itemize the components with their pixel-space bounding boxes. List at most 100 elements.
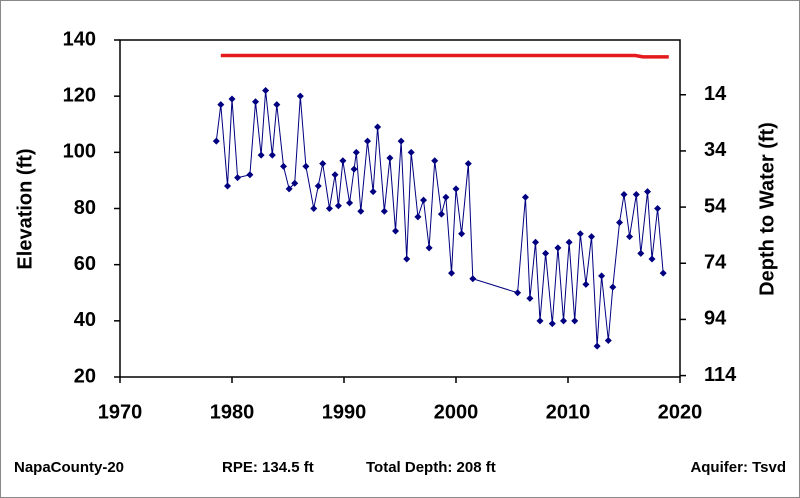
x-tick-label: 1970 [98,401,143,423]
y-tick-label: 100 [63,141,96,163]
marker [532,238,540,246]
marker [357,207,365,215]
y2-tick-label: 34 [704,139,727,161]
marker [246,171,254,179]
marker [469,275,477,283]
marker [452,185,460,193]
x-tick-label: 2000 [434,401,479,423]
marker [262,87,270,95]
marker [407,148,415,156]
marker [420,196,428,204]
marker [637,249,645,257]
marker [414,213,422,221]
marker [654,205,662,212]
marker [280,162,288,170]
marker [334,202,342,210]
marker [437,210,445,218]
y-tick-label: 60 [74,253,96,275]
marker [234,174,242,182]
marker [521,193,529,201]
marker [291,179,299,187]
marker [364,137,372,145]
x-tick-label: 2020 [658,401,703,423]
y2-tick-label: 14 [704,83,727,105]
marker [325,205,333,212]
y-tick-label: 80 [74,197,96,219]
marker [268,151,276,159]
y2-tick-label: 94 [704,308,727,330]
marker [302,162,310,170]
marker [514,289,522,297]
marker [609,283,617,291]
marker [397,137,405,145]
marker [626,233,634,241]
well-name: NapaCounty-20 [14,459,124,476]
total-depth: Total Depth: 208 ft [366,459,496,476]
marker [536,317,544,325]
marker [319,160,327,168]
marker [548,320,556,328]
marker [526,294,534,302]
series-line [220,53,669,59]
marker [659,269,667,277]
aquifer: Aquifer: Tsvd [690,459,786,476]
marker [582,280,590,288]
marker [380,207,388,215]
marker [648,255,656,263]
marker [588,233,596,241]
marker [593,342,601,350]
marker [464,160,472,168]
marker [598,272,606,280]
y-tick-label: 120 [63,84,96,106]
marker [285,185,293,193]
marker [346,199,354,207]
y2-tick-label: 54 [704,195,727,217]
x-tick-label: 1990 [322,401,367,423]
marker [458,230,466,238]
marker [560,317,568,325]
y-tick-label: 20 [74,365,96,387]
marker [571,317,579,325]
marker [314,182,322,190]
marker [576,230,584,238]
marker [604,336,612,344]
marker [542,249,550,257]
marker [273,101,281,109]
marker [217,101,225,109]
marker [565,238,573,246]
y2-tick-label: 114 [704,364,737,386]
x-tick-label: 2010 [546,401,591,423]
y-tick-label: 40 [74,309,96,331]
y2-tick-label: 74 [704,252,727,274]
y2-axis-label: Depth to Water (ft) [756,122,778,296]
marker [392,227,400,235]
marker [386,154,394,162]
marker [374,123,382,131]
marker [212,137,220,145]
marker [554,244,562,252]
marker [224,182,232,190]
marker [352,148,360,156]
marker [620,190,628,198]
marker [296,92,304,100]
marker [644,188,652,196]
marker [310,205,318,212]
x-tick-label: 1980 [210,401,255,423]
marker [252,98,260,106]
marker [431,157,439,165]
rpe: RPE: 134.5 ft [222,459,314,476]
marker [228,95,236,103]
marker [257,151,265,159]
marker [339,157,347,165]
marker [616,219,624,227]
marker [448,269,456,277]
y-axis-label: Elevation (ft) [14,148,36,269]
marker [350,165,358,173]
y-tick-label: 140 [63,28,96,50]
marker [442,193,450,201]
marker [632,190,640,198]
marker [369,188,377,196]
marker [403,255,411,263]
